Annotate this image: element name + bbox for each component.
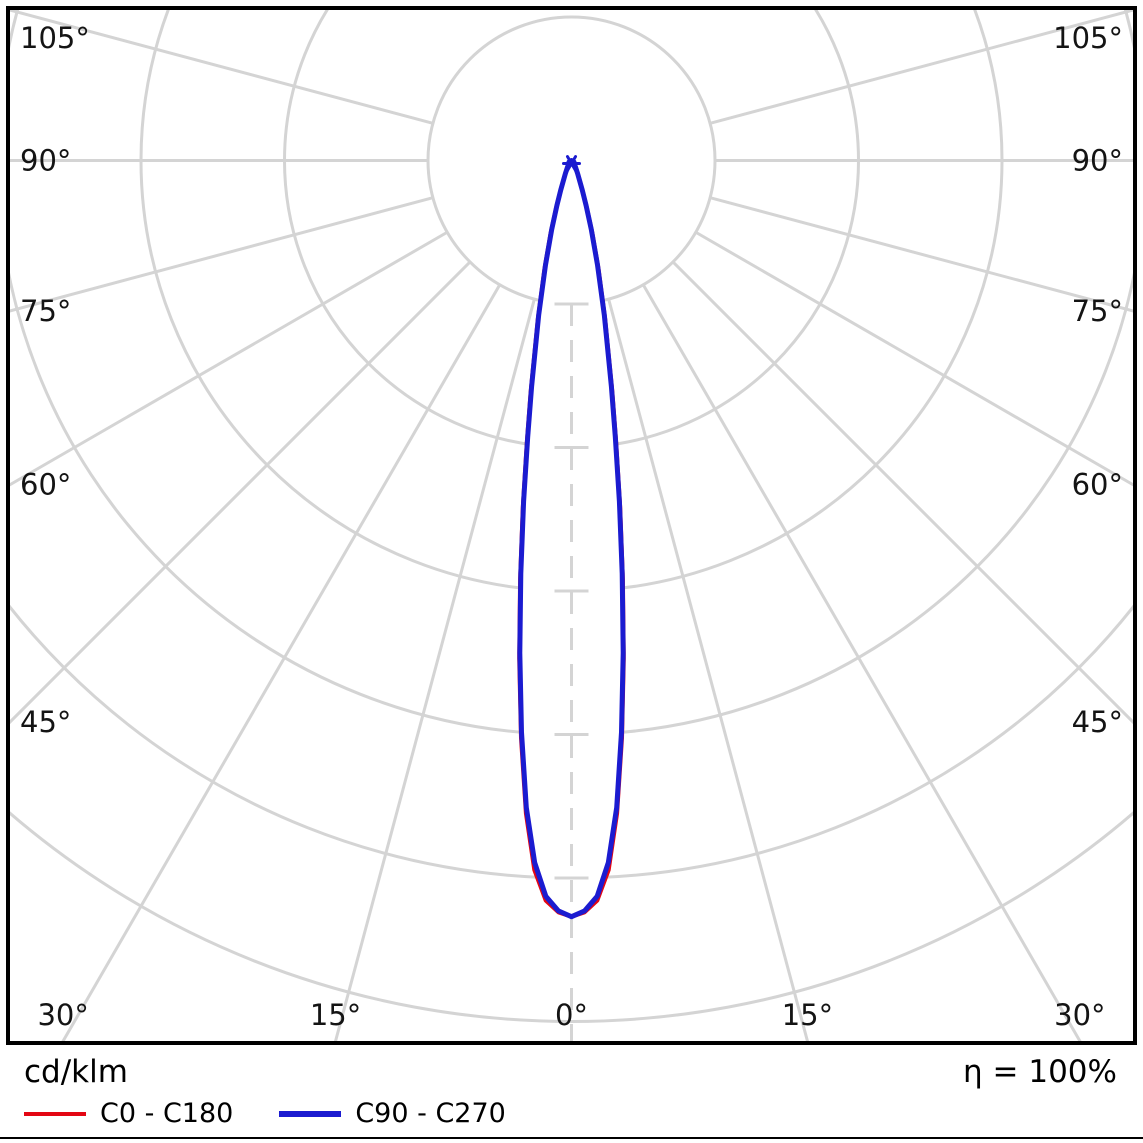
angle-label: 75° xyxy=(20,294,71,328)
grid-ray xyxy=(695,230,1133,487)
legend-item-c0-c180: C0 - C180 xyxy=(24,1098,233,1129)
grid-ray xyxy=(709,196,1133,313)
angle-label: 30° xyxy=(1054,998,1105,1032)
efficiency-label: η = 100% xyxy=(963,1054,1117,1090)
grid-ray xyxy=(671,260,1133,725)
grid-ray xyxy=(709,10,1133,125)
grid-ring xyxy=(10,811,1133,1023)
legend: C0 - C180 C90 - C270 xyxy=(24,1098,506,1129)
unit-label: cd/klm xyxy=(24,1054,128,1090)
bottom-divider xyxy=(0,1137,1143,1139)
plot-frame xyxy=(6,6,1137,1045)
angle-label: 15° xyxy=(310,998,361,1032)
angle-label: 105° xyxy=(1053,21,1123,55)
angle-label: 30° xyxy=(37,998,88,1032)
angle-label: 45° xyxy=(20,705,71,739)
grid-ray xyxy=(607,298,809,1041)
angle-label: 75° xyxy=(1072,294,1123,328)
legend-line-c90-c270-icon xyxy=(279,1110,342,1117)
grid-ray xyxy=(334,298,536,1041)
legend-line-c0-c180-icon xyxy=(24,1111,86,1116)
legend-label-c90-c270: C90 - C270 xyxy=(355,1098,506,1129)
series-curve-c90-c270 xyxy=(517,158,626,920)
polar-chart: 0° 15° 15° 30° 30° 45° 45° 60° 60° 75° 75° 90° 90° 10… xyxy=(6,6,1137,1045)
angle-label: 90° xyxy=(20,144,71,178)
legend-label-c0-c180: C0 - C180 xyxy=(100,1098,234,1129)
peak-marker-icon xyxy=(566,155,577,172)
grid-ray xyxy=(641,284,1082,1041)
grid-ray xyxy=(61,284,502,1041)
angle-label: 45° xyxy=(1072,705,1123,739)
grid-ray xyxy=(10,230,448,487)
angle-label: 60° xyxy=(1072,468,1123,502)
angle-label: 15° xyxy=(782,998,833,1032)
angle-label: 90° xyxy=(1072,144,1123,178)
grid-ray xyxy=(10,10,434,125)
angle-label: 105° xyxy=(20,21,90,55)
angle-label: 60° xyxy=(20,468,71,502)
legend-item-c90-c270: C90 - C270 xyxy=(279,1098,506,1129)
grid-ray xyxy=(10,260,472,725)
grid-ray xyxy=(10,196,434,313)
angle-label: 0° xyxy=(555,998,588,1032)
